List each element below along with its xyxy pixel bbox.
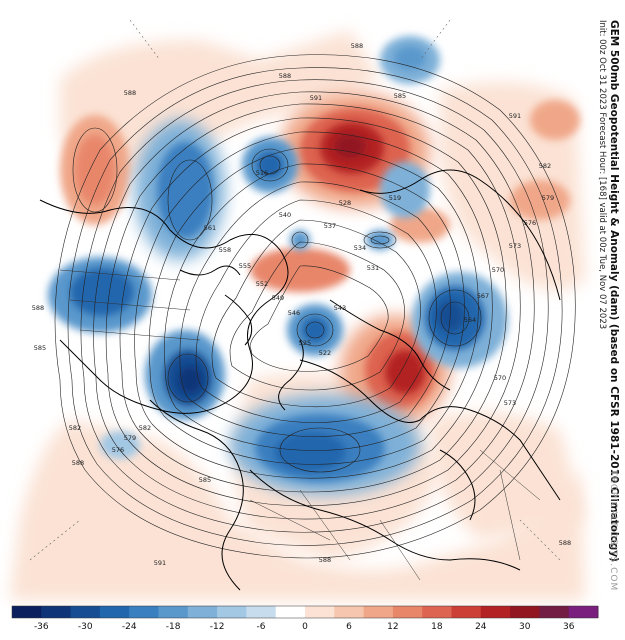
colorbar-tick-label: 24 bbox=[475, 622, 487, 632]
colorbar-segment bbox=[70, 606, 101, 618]
contour-label: 519 bbox=[389, 194, 401, 202]
colorbar-segment bbox=[568, 606, 599, 618]
contour-label: 570 bbox=[494, 374, 506, 382]
colorbar bbox=[11, 605, 599, 619]
contour-label: 582 bbox=[539, 162, 551, 170]
contour-label: 588 bbox=[351, 42, 363, 50]
contour-label: 582 bbox=[69, 424, 81, 432]
contour-label: 591 bbox=[154, 559, 166, 567]
colorbar-segment bbox=[246, 606, 277, 618]
contour-label: 561 bbox=[204, 224, 216, 232]
contour-label: 582 bbox=[139, 424, 151, 432]
colorbar-segment bbox=[392, 606, 423, 618]
contour-label: 588 bbox=[32, 304, 44, 312]
colorbar-segment bbox=[305, 606, 335, 618]
contour-label: 525 bbox=[299, 339, 311, 347]
watermark: TROPICALTIDBITS.COM bbox=[598, 470, 618, 630]
colorbar-tick-label: -6 bbox=[257, 622, 266, 632]
colorbar-segment bbox=[422, 606, 452, 618]
contour-label: 516 bbox=[256, 169, 268, 177]
contour-label: 588 bbox=[279, 72, 291, 80]
colorbar-tick-label: -30 bbox=[78, 622, 93, 632]
political-borders bbox=[59, 269, 541, 581]
contour-label: 573 bbox=[509, 242, 521, 250]
colorbar-segment bbox=[510, 606, 540, 618]
contour-label: 549 bbox=[272, 294, 284, 302]
colorbar-segment bbox=[129, 606, 159, 618]
contour-label: 558 bbox=[219, 246, 231, 254]
height-contours bbox=[54, 54, 576, 559]
anomaly-shading bbox=[10, 30, 585, 600]
contour-label: 573 bbox=[504, 399, 516, 407]
contour-label: 585 bbox=[394, 92, 406, 100]
colorbar-segment bbox=[539, 606, 570, 618]
watermark-text: TROPICALTIDBITS.COM bbox=[608, 470, 618, 592]
contour-label: 564 bbox=[464, 316, 476, 324]
contour-label: 552 bbox=[256, 280, 268, 288]
contour-label: 591 bbox=[509, 112, 521, 120]
contour-label: 585 bbox=[34, 344, 46, 352]
colorbar-tick-label: 18 bbox=[431, 622, 443, 632]
colorbar-tick-label: 30 bbox=[519, 622, 531, 632]
colorbar-segment bbox=[451, 606, 482, 618]
colorbar-segment bbox=[187, 606, 218, 618]
contour-label: 531 bbox=[367, 264, 379, 272]
contour-label: 588 bbox=[559, 539, 571, 547]
contour-label: 579 bbox=[542, 194, 554, 202]
contour-label: 588 bbox=[319, 556, 331, 564]
colorbar-segment bbox=[363, 606, 394, 618]
contour-label: 585 bbox=[199, 476, 211, 484]
colorbar-tick-label: 0 bbox=[302, 622, 308, 632]
contour-label: 537 bbox=[324, 222, 336, 230]
colorbar-tick-label: -18 bbox=[166, 622, 181, 632]
contour-label: 546 bbox=[288, 309, 300, 317]
colorbar-tick-label: -36 bbox=[34, 622, 49, 632]
colorbar-segment bbox=[41, 606, 72, 618]
contour-label: 579 bbox=[124, 434, 136, 442]
colorbar-tick-label: 36 bbox=[563, 622, 575, 632]
colorbar-segment bbox=[217, 606, 247, 618]
colorbar-segment bbox=[275, 606, 306, 618]
contour-label: 576 bbox=[524, 219, 536, 227]
contour-label: 591 bbox=[310, 94, 322, 102]
contour-label: 567 bbox=[477, 292, 489, 300]
colorbar-segment bbox=[334, 606, 365, 618]
colorbar-tick-label: 6 bbox=[346, 622, 352, 632]
contour-label: 588 bbox=[124, 89, 136, 97]
colorbar-tick-label: -24 bbox=[122, 622, 137, 632]
colorbar-segment bbox=[480, 606, 511, 618]
coastlines bbox=[39, 169, 561, 591]
contour-label: 534 bbox=[354, 244, 366, 252]
colorbar-ticks: -36 -30 -24 -18 -12 -6 0 6 12 18 24 30 36 bbox=[34, 622, 575, 632]
colorbar-segment bbox=[12, 606, 42, 618]
colorbar-tick-label: -12 bbox=[210, 622, 225, 632]
colorbar-border bbox=[11, 605, 599, 619]
contour-label: 555 bbox=[239, 262, 251, 270]
colorbar-tick-label: 12 bbox=[387, 622, 398, 632]
colorbar-segment bbox=[99, 606, 130, 618]
contour-label: 543 bbox=[334, 304, 346, 312]
contour-label: 570 bbox=[492, 266, 504, 274]
contour-label: 528 bbox=[339, 199, 351, 207]
contour-label: 588 bbox=[72, 459, 84, 467]
colorbar-segment bbox=[158, 606, 189, 618]
contour-label: 522 bbox=[319, 349, 331, 357]
contour-label: 540 bbox=[279, 211, 291, 219]
contour-label: 576 bbox=[112, 446, 124, 454]
